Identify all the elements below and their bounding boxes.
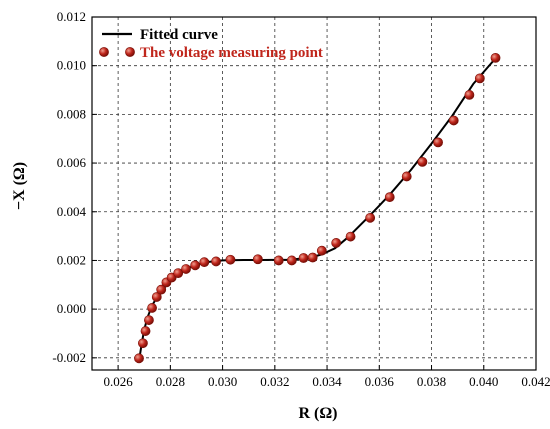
- legend: Fitted curve The voltage measuring point: [99, 27, 323, 61]
- x-tick-label: 0.036: [365, 374, 395, 389]
- axis-ticks: [92, 16, 537, 370]
- measuring-point: [316, 245, 327, 256]
- legend-point: [125, 47, 135, 57]
- measuring-point: [384, 192, 395, 203]
- measuring-point: [345, 231, 356, 242]
- measuring-point: [140, 326, 151, 336]
- legend-label-measuring-point: The voltage measuring point: [140, 45, 323, 61]
- legend-point: [99, 47, 109, 57]
- measuring-point: [331, 238, 342, 248]
- x-tick-label: 0.040: [469, 374, 498, 389]
- measuring-point: [147, 303, 157, 313]
- measuring-point: [151, 292, 162, 302]
- y-tick-label: 0.012: [57, 9, 86, 24]
- measuring-point: [307, 252, 318, 263]
- y-tick-label: 0.006: [57, 155, 87, 170]
- measuring-point: [417, 156, 428, 167]
- measuring-points: [134, 52, 501, 364]
- measuring-point: [474, 73, 485, 84]
- measuring-point: [199, 257, 210, 268]
- y-tick-label: 0.002: [57, 252, 86, 267]
- y-tick-label: 0.008: [57, 106, 86, 121]
- x-tick-label: 0.026: [103, 374, 133, 389]
- measuring-point: [273, 255, 284, 266]
- plot-frame: [91, 16, 537, 371]
- legend-point-swatch: [99, 47, 135, 57]
- legend-label-fitted-curve: Fitted curve: [140, 27, 218, 43]
- measuring-point: [464, 90, 475, 100]
- measuring-point: [252, 254, 263, 265]
- x-axis-label: R (Ω): [298, 405, 337, 422]
- measuring-point: [138, 338, 148, 349]
- measuring-point: [156, 284, 167, 295]
- y-axis-label: −X (Ω): [11, 162, 28, 210]
- measuring-point: [365, 212, 376, 223]
- x-tick-label: 0.028: [156, 374, 185, 389]
- measuring-point: [298, 253, 309, 263]
- measuring-point: [225, 254, 236, 265]
- x-tick-labels: 0.026 0.028 0.030 0.032 0.034 0.036 0.038 0.040…: [103, 374, 550, 389]
- measuring-point: [190, 260, 201, 271]
- y-tick-label: 0.000: [57, 301, 86, 316]
- measuring-point: [490, 52, 501, 63]
- y-tick-label: 0.010: [57, 58, 86, 73]
- measuring-point: [433, 137, 443, 148]
- x-tick-label: 0.042: [521, 374, 550, 389]
- x-tick-label: 0.032: [260, 374, 289, 389]
- x-tick-label: 0.034: [312, 374, 342, 389]
- fitted-curve-line: [138, 57, 497, 358]
- x-tick-label: 0.030: [208, 374, 237, 389]
- y-tick-labels: -0.002 0.000 0.002 0.004 0.006 0.008 0.010 0.01…: [52, 9, 86, 365]
- x-tick-label: 0.038: [417, 374, 446, 389]
- y-tick-label: 0.004: [57, 204, 87, 219]
- measuring-point: [401, 171, 412, 182]
- measuring-point: [181, 264, 191, 274]
- measuring-point: [144, 315, 154, 325]
- measuring-point: [448, 115, 459, 126]
- grid-lines: [92, 16, 537, 370]
- measuring-point: [134, 353, 144, 364]
- measuring-point: [211, 256, 221, 267]
- measuring-point: [286, 255, 297, 266]
- y-tick-label: -0.002: [52, 350, 86, 365]
- measuring-point: [173, 268, 184, 279]
